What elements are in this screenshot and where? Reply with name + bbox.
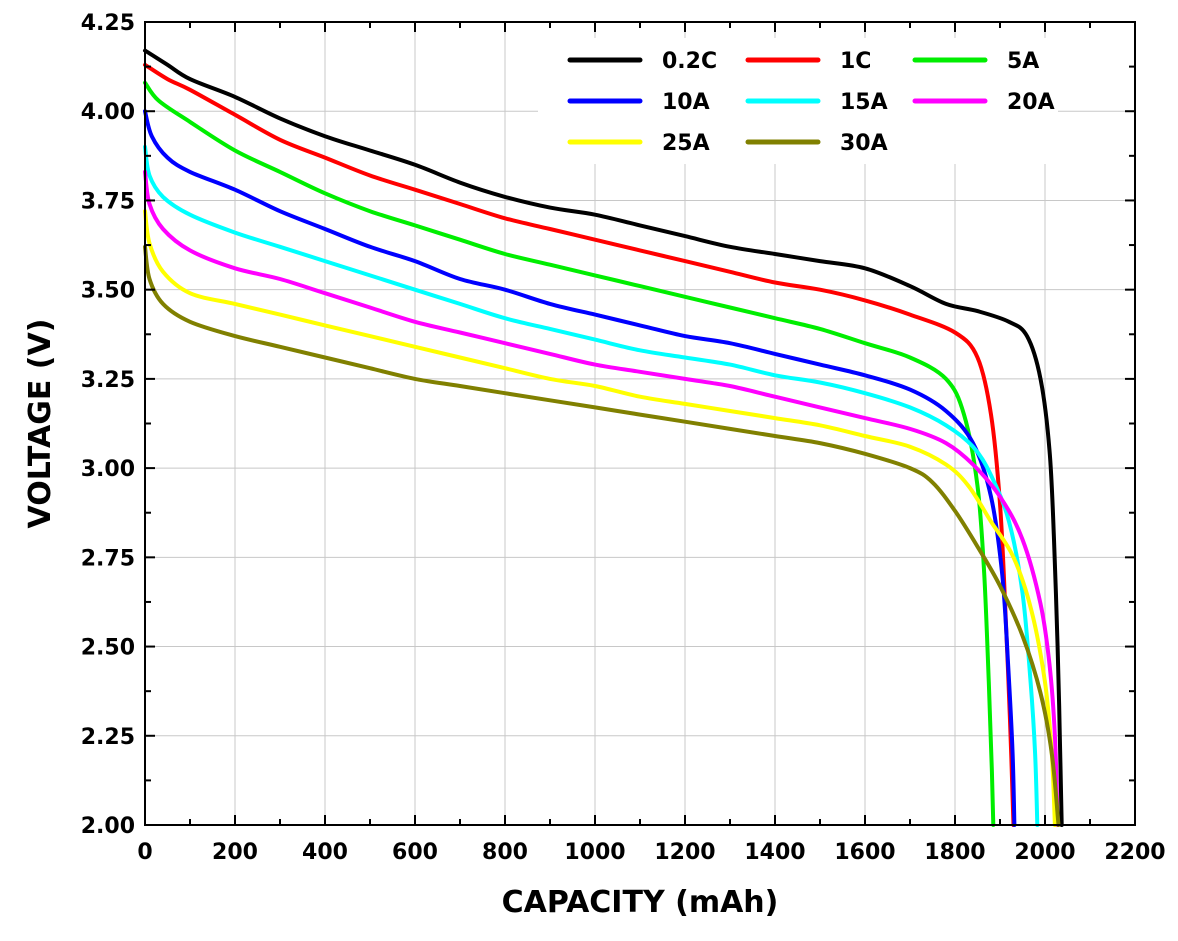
x-tick-label: 1800 (924, 840, 985, 865)
y-tick-label: 2.00 (81, 814, 135, 839)
y-tick-label: 4.25 (81, 11, 135, 36)
x-tick-label: 0 (137, 840, 152, 865)
y-tick-label: 3.25 (81, 368, 135, 393)
x-tick-label: 600 (392, 840, 438, 865)
legend-label: 15A (840, 90, 888, 115)
x-tick-label: 2200 (1104, 840, 1165, 865)
x-tick-label: 1600 (834, 840, 895, 865)
y-tick-label: 2.25 (81, 725, 135, 750)
x-tick-label: 200 (212, 840, 258, 865)
y-axis-title: VOLTAGE (V) (23, 319, 58, 529)
x-tick-label: 800 (482, 840, 528, 865)
series-line-25A (143, 209, 1057, 827)
legend-label: 10A (662, 90, 710, 115)
y-tick-label: 2.50 (81, 636, 135, 661)
legend-label: 0.2C (662, 49, 717, 74)
legend-label: 25A (662, 131, 710, 156)
y-tick-label: 3.00 (81, 457, 135, 482)
axis-ticks (144, 21, 1136, 826)
y-tick-labels: 2.00 2.25 2.50 2.75 3.00 3.25 3.50 3.75 4.00 4.25 (81, 11, 135, 839)
series-line-30A (143, 244, 1061, 827)
series-line-20A (143, 169, 1060, 827)
legend-label: 5A (1007, 49, 1039, 74)
series-line-15A (143, 144, 1040, 827)
y-tick-label: 2.75 (81, 546, 135, 571)
x-tick-labels: 0 200 400 600 800 1000 1200 1400 1600 1800 2000 220… (137, 840, 1165, 865)
series-line-10A (143, 109, 1017, 827)
x-tick-label: 1000 (564, 840, 625, 865)
series-lines (143, 48, 1064, 827)
x-tick-label: 2000 (1014, 840, 1075, 865)
legend-label: 1C (840, 49, 871, 74)
x-axis-title: CAPACITY (mAh) (502, 885, 779, 920)
legend: 0.2C 1C 5A 10A 15A 20A 25A 30A (567, 49, 1055, 156)
legend-label: 20A (1007, 90, 1055, 115)
series-line-5A (143, 80, 996, 827)
x-tick-label: 400 (302, 840, 348, 865)
x-tick-label: 1200 (654, 840, 715, 865)
series-line-1C (143, 62, 1016, 827)
x-tick-label: 1400 (744, 840, 805, 865)
legend-label: 30A (840, 131, 888, 156)
series-line-0.2C (143, 48, 1064, 827)
y-tick-label: 3.50 (81, 279, 135, 304)
y-tick-label: 4.00 (81, 100, 135, 125)
y-tick-label: 3.75 (81, 189, 135, 214)
